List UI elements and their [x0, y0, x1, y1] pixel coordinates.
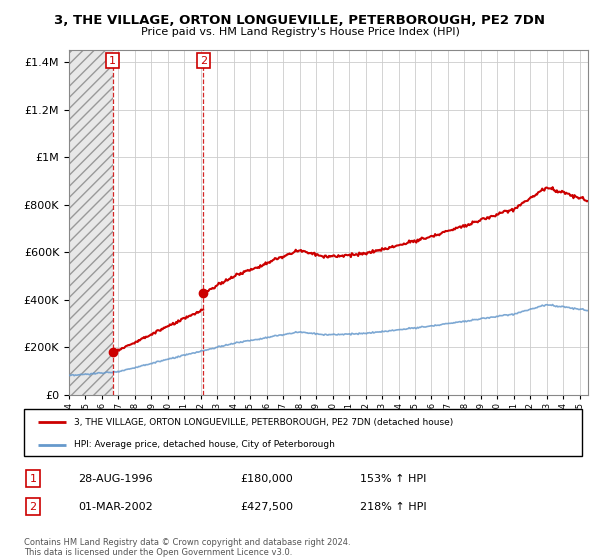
FancyBboxPatch shape — [24, 409, 582, 456]
Text: 2: 2 — [29, 502, 37, 512]
Text: 153% ↑ HPI: 153% ↑ HPI — [360, 474, 427, 484]
Text: 3, THE VILLAGE, ORTON LONGUEVILLE, PETERBOROUGH, PE2 7DN: 3, THE VILLAGE, ORTON LONGUEVILLE, PETER… — [55, 14, 545, 27]
Text: 218% ↑ HPI: 218% ↑ HPI — [360, 502, 427, 512]
Text: 1: 1 — [109, 55, 116, 66]
Text: 1: 1 — [29, 474, 37, 484]
Bar — [69, 50, 113, 395]
Text: HPI: Average price, detached house, City of Peterborough: HPI: Average price, detached house, City… — [74, 440, 335, 449]
Text: Price paid vs. HM Land Registry's House Price Index (HPI): Price paid vs. HM Land Registry's House … — [140, 27, 460, 37]
Text: £180,000: £180,000 — [240, 474, 293, 484]
Text: £427,500: £427,500 — [240, 502, 293, 512]
Text: Contains HM Land Registry data © Crown copyright and database right 2024.
This d: Contains HM Land Registry data © Crown c… — [24, 538, 350, 557]
Text: 3, THE VILLAGE, ORTON LONGUEVILLE, PETERBOROUGH, PE2 7DN (detached house): 3, THE VILLAGE, ORTON LONGUEVILLE, PETER… — [74, 418, 454, 427]
Text: 01-MAR-2002: 01-MAR-2002 — [78, 502, 153, 512]
Text: 28-AUG-1996: 28-AUG-1996 — [78, 474, 152, 484]
Text: 2: 2 — [200, 55, 207, 66]
